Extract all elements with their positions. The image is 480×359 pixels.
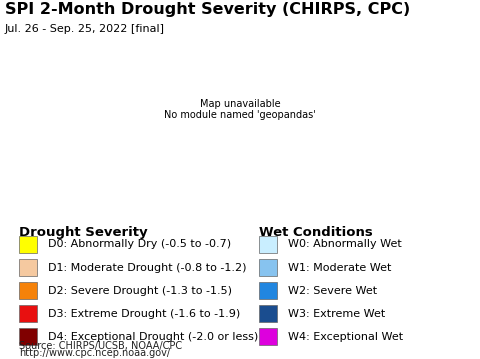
- Text: http://www.cpc.ncep.noaa.gov/: http://www.cpc.ncep.noaa.gov/: [19, 348, 170, 358]
- Text: Jul. 26 - Sep. 25, 2022 [final]: Jul. 26 - Sep. 25, 2022 [final]: [5, 24, 165, 34]
- Text: D2: Severe Drought (-1.3 to -1.5): D2: Severe Drought (-1.3 to -1.5): [48, 285, 232, 295]
- Text: D3: Extreme Drought (-1.6 to -1.9): D3: Extreme Drought (-1.6 to -1.9): [48, 309, 240, 318]
- Text: D0: Abnormally Dry (-0.5 to -0.7): D0: Abnormally Dry (-0.5 to -0.7): [48, 239, 231, 250]
- Text: W1: Moderate Wet: W1: Moderate Wet: [288, 262, 391, 272]
- Bar: [19, 328, 37, 345]
- Bar: [259, 328, 277, 345]
- Text: D4: Exceptional Drought (-2.0 or less): D4: Exceptional Drought (-2.0 or less): [48, 332, 258, 342]
- Bar: [19, 259, 37, 276]
- Bar: [19, 305, 37, 322]
- Text: W3: Extreme Wet: W3: Extreme Wet: [288, 309, 385, 318]
- Bar: [259, 236, 277, 253]
- Text: W4: Exceptional Wet: W4: Exceptional Wet: [288, 332, 403, 342]
- Text: Wet Conditions: Wet Conditions: [259, 226, 373, 239]
- Bar: [259, 282, 277, 299]
- Text: Drought Severity: Drought Severity: [19, 226, 148, 239]
- Bar: [259, 259, 277, 276]
- Bar: [259, 305, 277, 322]
- Text: W0: Abnormally Wet: W0: Abnormally Wet: [288, 239, 402, 250]
- Text: D1: Moderate Drought (-0.8 to -1.2): D1: Moderate Drought (-0.8 to -1.2): [48, 262, 247, 272]
- Bar: [19, 236, 37, 253]
- Text: Source: CHIRPS/UCSB, NOAA/CPC: Source: CHIRPS/UCSB, NOAA/CPC: [19, 341, 182, 351]
- Text: Map unavailable
No module named 'geopandas': Map unavailable No module named 'geopand…: [164, 99, 316, 121]
- Text: W2: Severe Wet: W2: Severe Wet: [288, 285, 377, 295]
- Text: SPI 2-Month Drought Severity (CHIRPS, CPC): SPI 2-Month Drought Severity (CHIRPS, CP…: [5, 2, 410, 17]
- Bar: [19, 282, 37, 299]
